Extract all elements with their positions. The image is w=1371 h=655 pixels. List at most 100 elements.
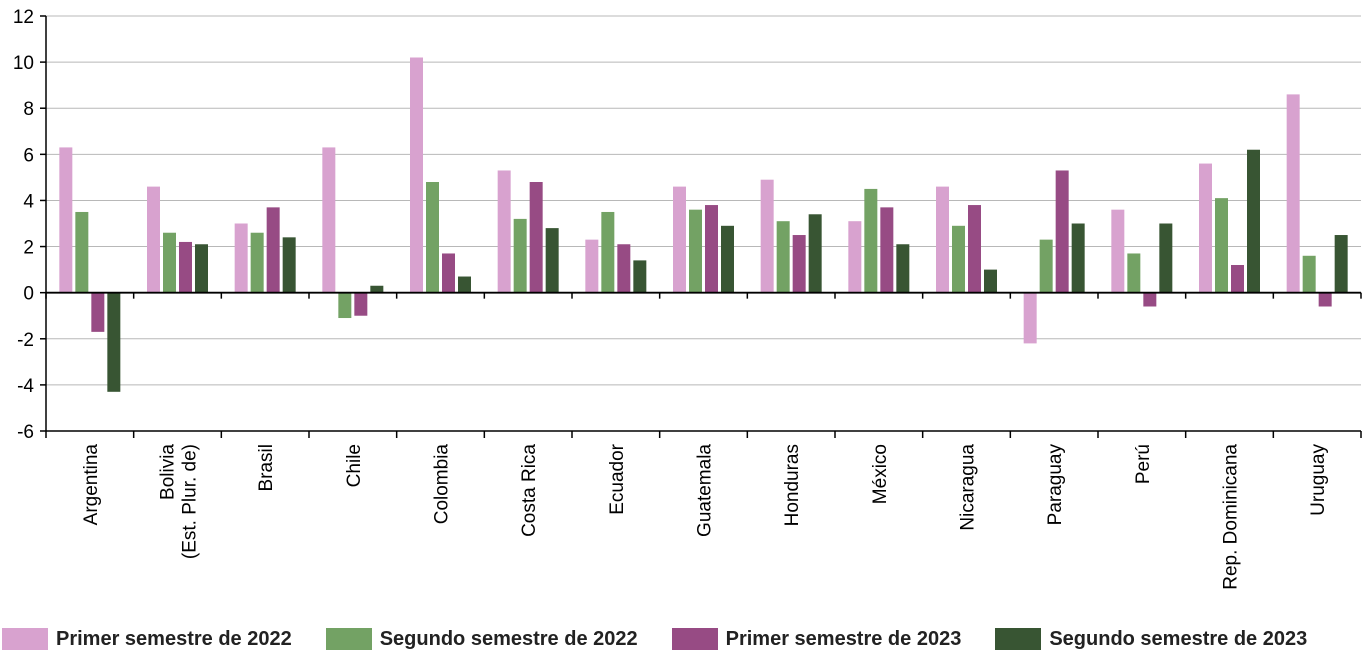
bar-chart: -6 -4 -2 0 2 4 6 8 10 12 Argentina Bolivia (Est. Plu… bbox=[13, 7, 1362, 590]
legend-swatch bbox=[671, 628, 718, 650]
y-tick-label: 6 bbox=[23, 145, 34, 166]
bar bbox=[266, 207, 280, 293]
bar bbox=[1215, 198, 1228, 293]
bar bbox=[1302, 255, 1316, 293]
bar bbox=[179, 241, 192, 293]
bar bbox=[513, 218, 527, 293]
x-tick-label: Costa Rica bbox=[519, 444, 540, 537]
bar bbox=[195, 244, 208, 293]
legend-item-primer-2023: Primer semestre de 2023 bbox=[671, 627, 962, 651]
bar bbox=[936, 186, 949, 293]
x-tick-label: Argentina bbox=[81, 444, 102, 526]
bar bbox=[848, 221, 862, 293]
x-tick-label: Bolivia bbox=[158, 444, 179, 500]
bar bbox=[1111, 209, 1125, 293]
bar bbox=[1159, 223, 1173, 293]
bar bbox=[1143, 292, 1157, 307]
bar bbox=[163, 232, 176, 293]
bar bbox=[792, 235, 806, 293]
legend-item-primer-2022: Primer semestre de 2022 bbox=[2, 628, 292, 651]
x-tick-label: México bbox=[870, 444, 891, 504]
bar bbox=[1127, 253, 1141, 293]
bar bbox=[1039, 239, 1053, 293]
bar bbox=[497, 170, 511, 293]
bar bbox=[529, 182, 543, 293]
legend-item-segundo-2023: Segundo semestre de 2023 bbox=[995, 628, 1307, 651]
bar bbox=[617, 244, 631, 293]
bar bbox=[1231, 265, 1244, 293]
legend-swatch bbox=[325, 628, 372, 650]
legend-item-segundo-2022: Segundo semestre de 2022 bbox=[325, 627, 638, 651]
bar bbox=[322, 147, 336, 293]
bar bbox=[721, 225, 734, 293]
x-tick-label: Honduras bbox=[782, 444, 803, 526]
x-tick-label: Rep. Dominicana bbox=[1221, 444, 1242, 590]
bar bbox=[1199, 163, 1212, 293]
legend-swatch bbox=[995, 628, 1042, 650]
x-tick-label: Colombia bbox=[432, 444, 453, 525]
y-tick-label: 12 bbox=[13, 7, 34, 28]
bar bbox=[91, 292, 105, 332]
legend-label: Primer semestre de 2023 bbox=[725, 627, 962, 650]
x-tick-label: Perú bbox=[1133, 444, 1154, 484]
bar bbox=[1318, 292, 1332, 307]
legend: Primer semestre de 2022 Segundo semestre… bbox=[0, 624, 1371, 654]
bar bbox=[1055, 170, 1069, 293]
y-tick-label: -4 bbox=[17, 376, 34, 397]
bar bbox=[59, 147, 73, 293]
bar bbox=[250, 232, 264, 293]
bar bbox=[370, 285, 384, 293]
y-tick-label: 2 bbox=[23, 238, 34, 259]
x-tick-label: Chile bbox=[344, 444, 365, 487]
x-tick-label: (Est. Plur. de) bbox=[180, 444, 201, 559]
y-tick-label: 8 bbox=[23, 99, 34, 120]
bar bbox=[1286, 94, 1300, 293]
y-tick-label: 0 bbox=[23, 284, 34, 305]
bar bbox=[1023, 292, 1037, 344]
x-tick-label: Ecuador bbox=[607, 443, 628, 514]
bar bbox=[1247, 149, 1260, 293]
bar bbox=[896, 244, 910, 293]
bar bbox=[808, 214, 822, 293]
bar bbox=[705, 205, 718, 293]
bar bbox=[234, 223, 248, 293]
legend-label: Segundo semestre de 2023 bbox=[1049, 627, 1308, 650]
bar bbox=[864, 188, 878, 293]
bar bbox=[410, 57, 423, 293]
bar bbox=[760, 179, 774, 293]
bar bbox=[673, 186, 686, 293]
bar bbox=[545, 228, 559, 293]
bar bbox=[282, 237, 296, 293]
bar bbox=[880, 207, 894, 293]
y-tick-label: 4 bbox=[23, 191, 34, 212]
bar bbox=[1071, 223, 1085, 293]
y-tick-label: 10 bbox=[13, 53, 34, 74]
x-tick-label: Guatemala bbox=[695, 444, 716, 537]
bar bbox=[338, 292, 352, 319]
bar bbox=[458, 276, 471, 293]
x-tick-label: Paraguay bbox=[1045, 444, 1066, 526]
bar bbox=[601, 211, 615, 293]
legend-swatch bbox=[2, 628, 48, 650]
bar bbox=[689, 209, 702, 293]
bar bbox=[968, 205, 981, 293]
bar bbox=[426, 182, 439, 293]
bar bbox=[75, 211, 89, 293]
legend-label: Primer semestre de 2022 bbox=[56, 627, 292, 650]
y-tick-label: -6 bbox=[17, 422, 34, 443]
bar bbox=[952, 225, 965, 293]
bar bbox=[442, 253, 455, 293]
bar bbox=[585, 239, 599, 293]
y-tick-label: -2 bbox=[17, 330, 34, 351]
bar bbox=[633, 260, 647, 293]
legend-label: Segundo semestre de 2022 bbox=[379, 627, 638, 650]
bar bbox=[984, 269, 997, 293]
x-tick-label: Uruguay bbox=[1308, 444, 1329, 516]
bar bbox=[776, 221, 790, 293]
bar bbox=[1334, 235, 1348, 293]
bar bbox=[107, 292, 121, 392]
x-tick-label: Nicaragua bbox=[958, 444, 979, 531]
bar bbox=[354, 292, 368, 316]
bar bbox=[147, 186, 160, 293]
x-tick-label: Brasil bbox=[256, 444, 277, 492]
